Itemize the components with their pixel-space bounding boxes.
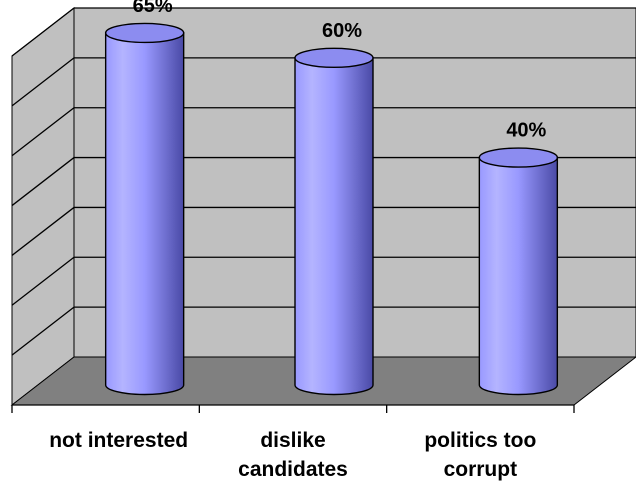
x-tick-label: corrupt: [444, 458, 518, 481]
gridline-side: [11, 306, 75, 356]
bar-top: [294, 47, 374, 69]
x-tick-label: candidates: [238, 458, 348, 481]
x-tick-label: not interested: [49, 429, 188, 452]
data-labels: 65% 60% 40%: [133, 0, 547, 142]
bar: [478, 147, 559, 396]
bar-body: [294, 57, 374, 396]
bar-value-label: 40%: [506, 120, 546, 142]
bar-body: [104, 32, 185, 396]
bar-body: [478, 156, 559, 396]
bar-value-label: 60%: [322, 20, 362, 42]
bar-top: [104, 22, 185, 44]
gridline-side: [11, 57, 75, 107]
bar: [294, 47, 374, 396]
gridline-side: [11, 107, 75, 157]
gridline-side: [11, 206, 75, 256]
gridline-side: [11, 7, 75, 57]
x-axis: not interested dislike candidates politics …: [11, 404, 575, 481]
bar: [104, 22, 185, 396]
x-tick-label: politics too: [424, 429, 536, 452]
gridline-side: [11, 157, 75, 207]
x-tick-label: dislike: [260, 429, 325, 452]
bar-top: [478, 147, 559, 168]
bar-value-label: 65%: [133, 0, 173, 17]
side-wall: [11, 6, 75, 407]
bars: [104, 22, 559, 396]
gridline-side: [11, 256, 75, 306]
